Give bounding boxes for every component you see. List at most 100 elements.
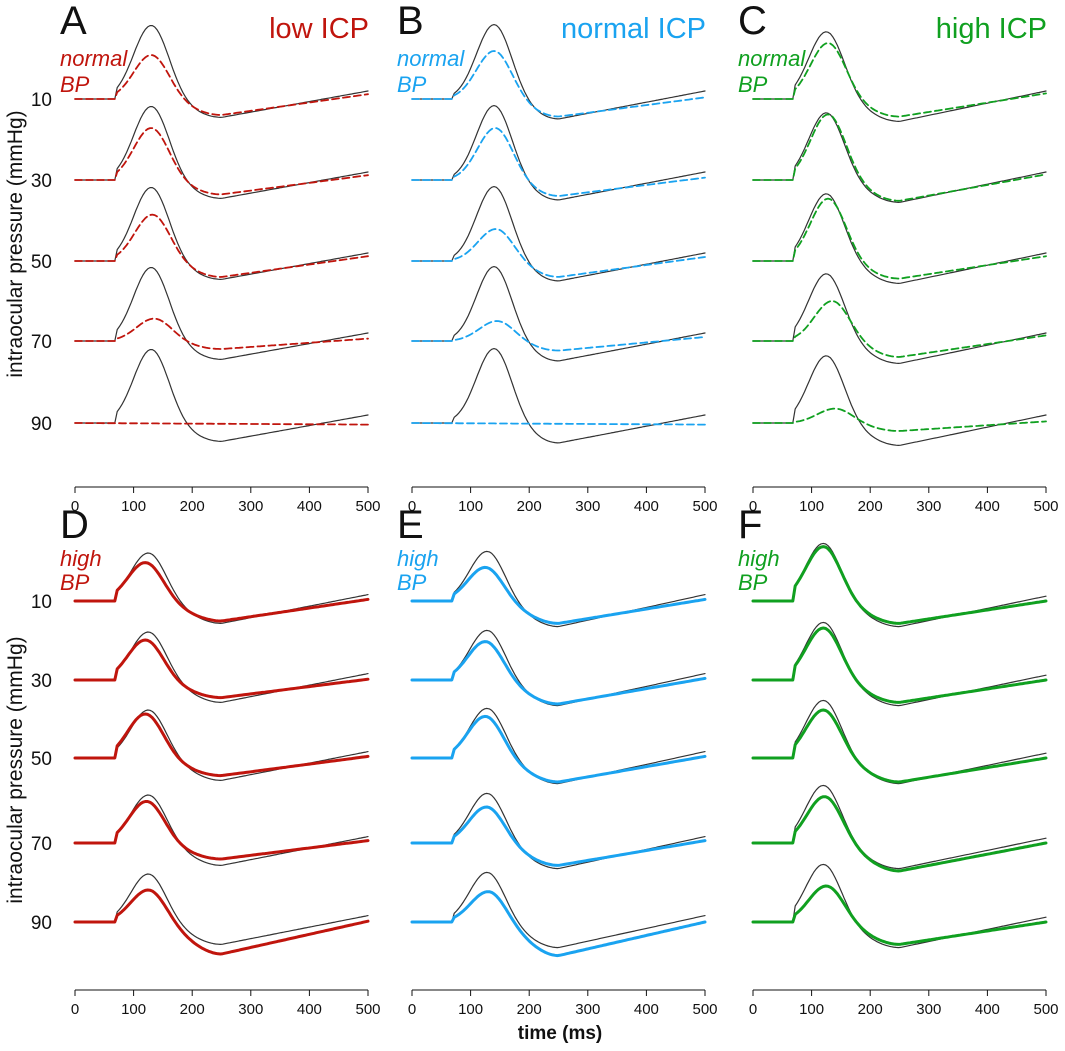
model-trace-C-iop-50 xyxy=(752,197,1047,280)
measured-trace-A-iop-70 xyxy=(74,267,369,360)
model-trace-F-iop-70 xyxy=(751,795,1048,873)
panel-letter-D: D xyxy=(60,503,89,547)
measured-trace-C-iop-90 xyxy=(752,355,1047,446)
x-tick-label-C-200: 200 xyxy=(858,498,883,515)
ylevel-label-row1-70: 70 xyxy=(31,834,52,855)
model-trace-E-iop-30 xyxy=(410,640,707,706)
x-tick-label-A-300: 300 xyxy=(238,498,263,515)
panel-letter-E: E xyxy=(397,503,424,547)
model-trace-B-iop-70 xyxy=(411,320,706,352)
model-trace-F-iop-10 xyxy=(751,545,1048,625)
x-tick-label-F-200: 200 xyxy=(858,1001,883,1018)
x-tick-label-E-100: 100 xyxy=(458,1001,483,1018)
measured-trace-F-iop-90 xyxy=(752,863,1047,949)
ylevel-label-row0-10: 10 xyxy=(31,90,52,111)
model-trace-B-iop-30 xyxy=(411,127,706,197)
measured-trace-E-iop-90 xyxy=(411,871,706,949)
measured-trace-C-iop-70 xyxy=(752,273,1047,364)
measured-trace-B-iop-50 xyxy=(411,186,706,282)
model-trace-D-iop-70 xyxy=(73,800,370,861)
x-tick-label-B-0: 0 xyxy=(408,498,416,515)
model-trace-A-iop-10 xyxy=(74,54,369,116)
x-tick-label-E-0: 0 xyxy=(408,1001,416,1018)
ylevel-label-row1-90: 90 xyxy=(31,913,52,934)
legend-line-D-0: high xyxy=(60,546,102,571)
panel-letter-A: A xyxy=(60,0,87,43)
model-trace-A-iop-70 xyxy=(74,317,369,350)
x-tick-label-A-100: 100 xyxy=(121,498,146,515)
measured-trace-C-iop-10 xyxy=(752,31,1047,122)
x-tick-label-B-400: 400 xyxy=(634,498,659,515)
x-tick-label-F-500: 500 xyxy=(1033,1001,1058,1018)
x-tick-label-A-500: 500 xyxy=(355,498,380,515)
model-trace-B-iop-10 xyxy=(411,50,706,118)
ylevel-label-row0-70: 70 xyxy=(31,332,52,353)
model-trace-F-iop-50 xyxy=(751,708,1048,784)
legend-line-E-1: BP xyxy=(397,570,427,595)
legend-line-C-1: BP xyxy=(738,72,768,97)
model-trace-D-iop-30 xyxy=(73,638,370,700)
x-tick-label-D-100: 100 xyxy=(121,1001,146,1018)
model-trace-E-iop-90 xyxy=(410,890,707,958)
y-axis-title-top: intraocular pressure (mmHg) xyxy=(4,110,27,377)
x-tick-label-B-200: 200 xyxy=(517,498,542,515)
panel-title-A: low ICP xyxy=(269,13,369,45)
legend-line-F-0: high xyxy=(738,546,780,571)
ylevel-label-row1-50: 50 xyxy=(31,749,52,770)
measured-trace-A-iop-10 xyxy=(74,25,369,118)
ylevel-label-row1-10: 10 xyxy=(31,592,52,613)
x-tick-label-B-300: 300 xyxy=(575,498,600,515)
model-trace-F-iop-90 xyxy=(751,884,1048,946)
x-tick-label-F-100: 100 xyxy=(799,1001,824,1018)
model-trace-C-iop-90 xyxy=(752,407,1047,432)
x-tick-label-C-400: 400 xyxy=(975,498,1000,515)
x-tick-label-C-500: 500 xyxy=(1033,498,1058,515)
legend-line-A-1: BP xyxy=(60,72,90,97)
x-tick-label-C-300: 300 xyxy=(916,498,941,515)
measured-trace-A-iop-90 xyxy=(74,349,369,442)
x-tick-label-A-400: 400 xyxy=(297,498,322,515)
panel-letter-C: C xyxy=(738,0,767,43)
x-tick-label-F-400: 400 xyxy=(975,1001,1000,1018)
model-trace-A-iop-50 xyxy=(74,213,369,278)
y-axis-title-bottom: intraocular pressure (mmHg) xyxy=(4,636,27,903)
model-trace-E-iop-70 xyxy=(410,805,707,867)
panel-title-C: high ICP xyxy=(936,13,1047,45)
model-trace-C-iop-10 xyxy=(752,42,1047,118)
model-trace-C-iop-30 xyxy=(752,113,1047,202)
ylevel-label-row0-90: 90 xyxy=(31,414,52,435)
measured-trace-B-iop-30 xyxy=(411,105,706,201)
measured-trace-F-iop-50 xyxy=(752,699,1047,785)
ylevel-label-row1-30: 30 xyxy=(31,671,52,692)
ylevel-label-row0-50: 50 xyxy=(31,252,52,273)
model-trace-B-iop-90 xyxy=(411,422,706,426)
x-tick-label-E-400: 400 xyxy=(634,1001,659,1018)
model-trace-A-iop-90 xyxy=(74,422,369,426)
x-tick-label-F-0: 0 xyxy=(749,1001,757,1018)
measured-trace-E-iop-30 xyxy=(411,629,706,707)
measured-trace-C-iop-50 xyxy=(752,193,1047,284)
measured-trace-B-iop-10 xyxy=(411,24,706,120)
model-trace-C-iop-70 xyxy=(752,300,1047,358)
x-tick-label-A-0: 0 xyxy=(71,498,79,515)
x-axis-title: time (ms) xyxy=(518,1023,602,1044)
x-tick-label-C-0: 0 xyxy=(749,498,757,515)
measured-trace-D-iop-90 xyxy=(74,873,369,945)
x-tick-label-E-200: 200 xyxy=(517,1001,542,1018)
x-tick-label-D-200: 200 xyxy=(180,1001,205,1018)
measured-trace-E-iop-70 xyxy=(411,792,706,870)
measured-trace-C-iop-30 xyxy=(752,112,1047,203)
legend-line-A-0: normal xyxy=(60,46,128,71)
ylevel-label-row0-30: 30 xyxy=(31,171,52,192)
model-trace-E-iop-50 xyxy=(410,714,707,784)
panel-letter-B: B xyxy=(397,0,424,43)
model-trace-D-iop-10 xyxy=(73,561,370,623)
model-trace-D-iop-50 xyxy=(73,712,370,778)
model-trace-A-iop-30 xyxy=(74,127,369,196)
